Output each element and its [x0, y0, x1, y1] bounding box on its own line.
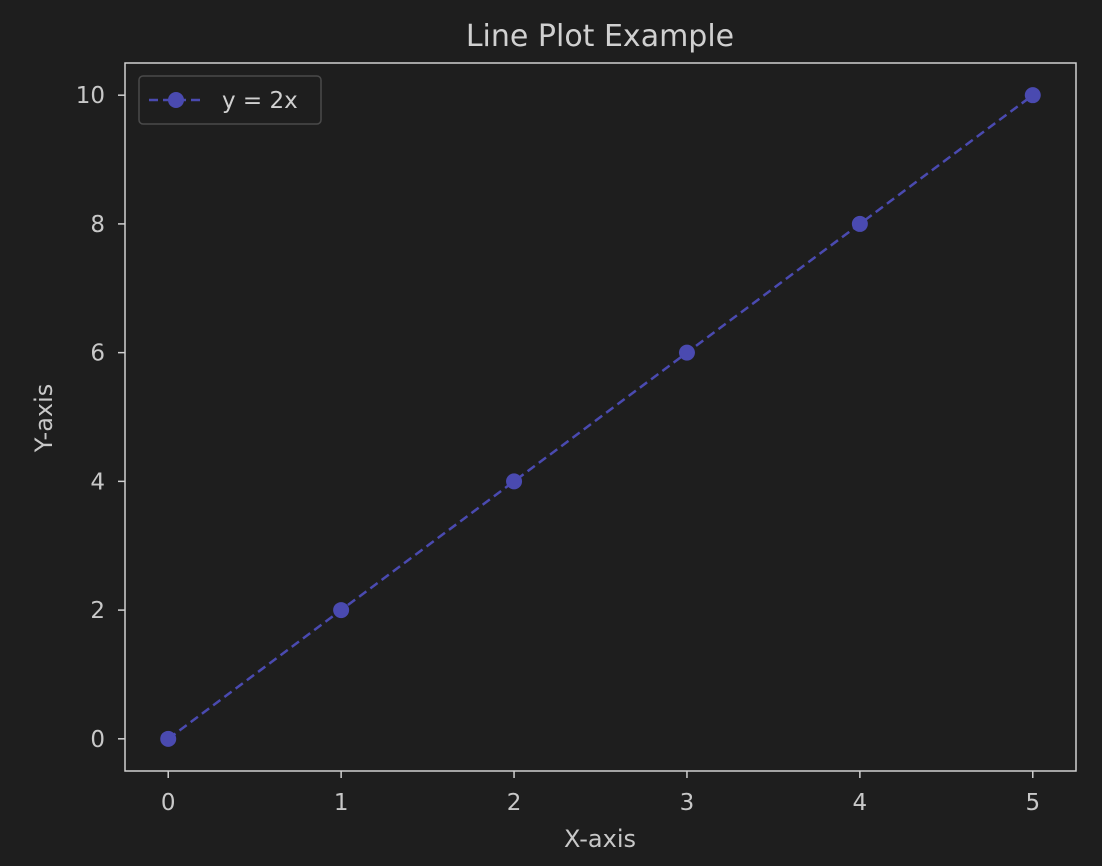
plot-area-frame — [124, 62, 1077, 772]
chart-title: Line Plot Example — [466, 19, 734, 54]
y-axis-ticks: 0 2 4 6 8 10 — [76, 83, 125, 753]
y-tick-label: 8 — [90, 212, 105, 238]
x-tick-label: 4 — [853, 790, 868, 816]
x-axis-ticks: 0 1 2 3 4 5 — [161, 771, 1040, 816]
x-tick-label: 1 — [334, 790, 349, 816]
x-tick-label: 3 — [680, 790, 695, 816]
y-tick-label: 0 — [90, 727, 105, 753]
y-tick-label: 10 — [76, 83, 105, 109]
y-tick-label: 6 — [90, 341, 105, 367]
x-tick-label: 2 — [507, 790, 522, 816]
data-point — [506, 473, 523, 490]
legend-label: y = 2x — [222, 88, 298, 114]
data-point — [160, 730, 177, 747]
legend: y = 2x — [138, 75, 322, 125]
data-point — [678, 344, 695, 361]
data-point — [1024, 87, 1041, 104]
series-layer — [160, 87, 1041, 747]
x-tick-label: 5 — [1025, 790, 1040, 816]
x-tick-label: 0 — [161, 790, 176, 816]
x-axis-label: X-axis — [564, 825, 636, 853]
data-point — [851, 215, 868, 232]
y-tick-label: 4 — [90, 469, 105, 495]
y-tick-label: 2 — [90, 598, 105, 624]
y-axis-label: Y-axis — [30, 384, 58, 454]
series-line — [167, 94, 1034, 740]
legend-box — [138, 75, 322, 125]
data-point — [333, 602, 350, 619]
legend-marker — [168, 92, 184, 108]
